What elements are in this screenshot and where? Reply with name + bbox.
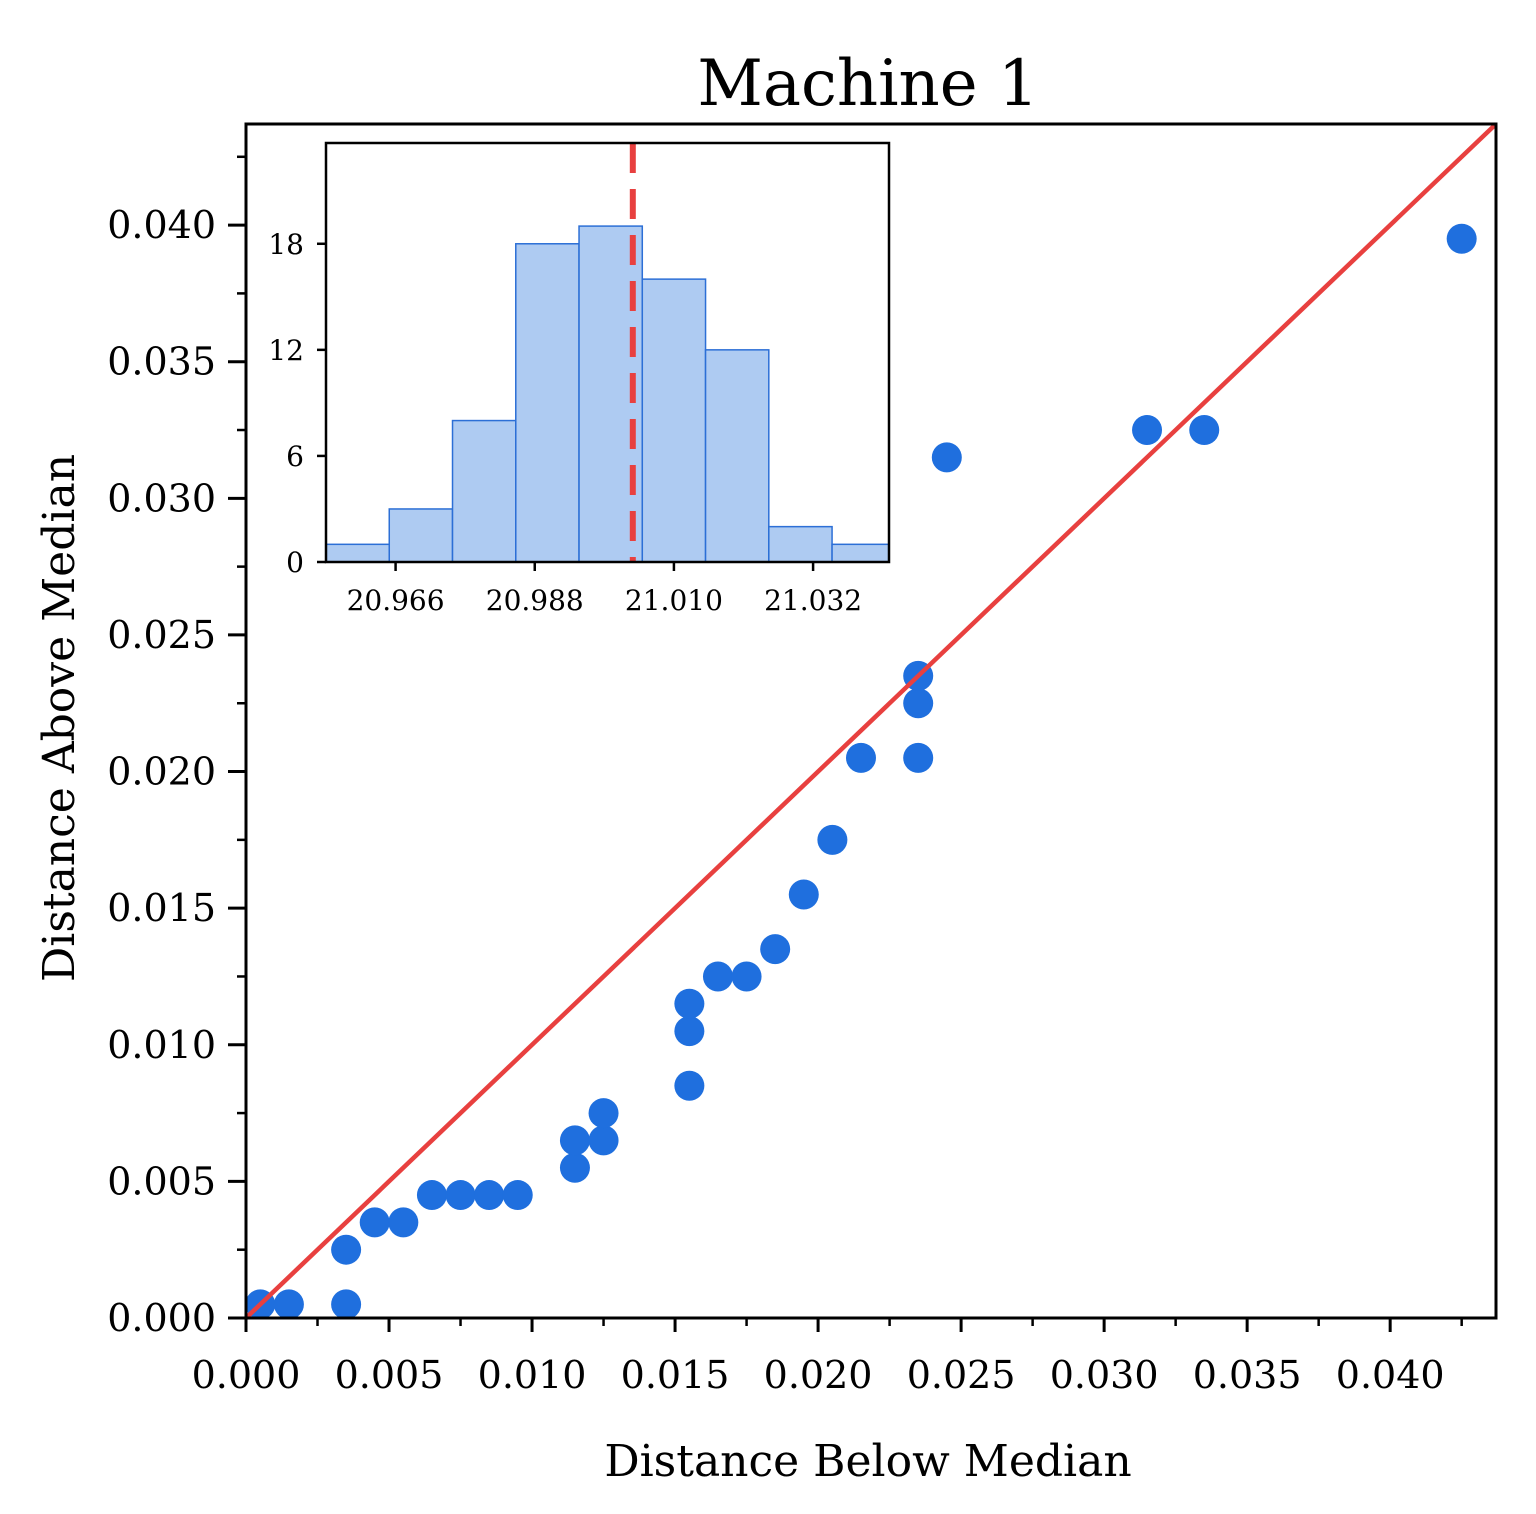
inset-histogram: 20.966 20.988 21.010 21.032 0 6 12 18 [268, 141, 891, 617]
inset-x-tick-label: 21.010 [625, 584, 723, 617]
histogram-bar [831, 543, 890, 563]
scatter-point [502, 1180, 533, 1211]
scatter-point [903, 742, 934, 773]
y-tick-label: 0.030 [107, 476, 216, 520]
x-tick-label: 0.035 [1193, 1353, 1302, 1397]
y-tick-label: 0.035 [107, 340, 216, 384]
y-tick-label: 0.040 [107, 203, 216, 247]
x-tick-label: 0.010 [478, 1353, 587, 1397]
histogram-bar [388, 508, 454, 563]
y-tick-label: 0.020 [107, 750, 216, 794]
y-tick-label: 0.005 [107, 1159, 216, 1203]
x-axis-title: Distance Below Median [604, 1436, 1131, 1487]
scatter-point [445, 1180, 476, 1211]
inset-y-tick-label: 0 [286, 546, 304, 579]
histogram-bars [325, 225, 890, 563]
scatter-point [903, 688, 934, 719]
main-axis-ticks: 0.000 0.005 0.010 0.015 0.020 0.025 0.030 0.035… [107, 155, 1463, 1397]
reference-line-group [244, 122, 1498, 1320]
scatter-point [674, 988, 705, 1019]
scatter-point [674, 1070, 705, 1101]
scatter-point [760, 934, 791, 965]
scatter-point [331, 1234, 362, 1265]
x-tick-label: 0.025 [907, 1353, 1016, 1397]
y-tick-label: 0.025 [107, 613, 216, 657]
y-tick-label: 0.015 [107, 886, 216, 930]
histogram-bar [641, 278, 707, 563]
scatter-point [702, 961, 733, 992]
histogram-bar [515, 243, 580, 563]
scatter-point [273, 1289, 304, 1320]
inset-y-tick-label: 6 [286, 440, 304, 473]
x-tick-label: 0.000 [192, 1353, 301, 1397]
scatter-point [1132, 415, 1163, 446]
histogram-bar [451, 419, 517, 563]
histogram-bar [704, 349, 770, 563]
inset-y-tick-label: 12 [268, 334, 304, 367]
scatter-point [1446, 223, 1477, 254]
inset-x-tick-label: 20.966 [347, 584, 445, 617]
x-tick-label: 0.020 [764, 1353, 873, 1397]
inset-axis-ticks: 20.966 20.988 21.010 21.032 0 6 12 18 [268, 228, 862, 617]
x-tick-label: 0.040 [1336, 1353, 1445, 1397]
inset-frame [324, 141, 891, 564]
histogram-bar [325, 543, 391, 563]
scatter-point [331, 1289, 362, 1320]
scatter-point [788, 879, 819, 910]
inset-x-tick-label: 21.032 [764, 584, 862, 617]
x-tick-label: 0.030 [1050, 1353, 1159, 1397]
scatter-point [559, 1152, 590, 1183]
scatter-point [588, 1125, 619, 1156]
scatter-point [588, 1098, 619, 1129]
reference-line [244, 122, 1498, 1320]
y-tick-label: 0.000 [107, 1296, 216, 1340]
x-tick-label: 0.015 [621, 1353, 730, 1397]
scatter-point [674, 1016, 705, 1047]
chart-title: Machine 1 [697, 47, 1038, 121]
y-tick-label: 0.010 [107, 1023, 216, 1067]
plot-frame [244, 122, 1498, 1320]
scatter-point [388, 1207, 419, 1238]
inset-x-tick-label: 20.988 [486, 584, 584, 617]
scatter-point [731, 961, 762, 992]
scatter-point [817, 824, 848, 855]
histogram-bar [768, 525, 833, 563]
scatter-point [931, 442, 962, 473]
scatter-point [1189, 415, 1220, 446]
scatter-point [559, 1125, 590, 1156]
scatter-point [359, 1207, 390, 1238]
y-axis-title: Distance Above Median [34, 454, 85, 982]
scatter-point [416, 1180, 447, 1211]
scatter-point [845, 742, 876, 773]
inset-y-tick-label: 18 [268, 228, 304, 261]
x-tick-label: 0.005 [335, 1353, 444, 1397]
scatter-point [474, 1180, 505, 1211]
